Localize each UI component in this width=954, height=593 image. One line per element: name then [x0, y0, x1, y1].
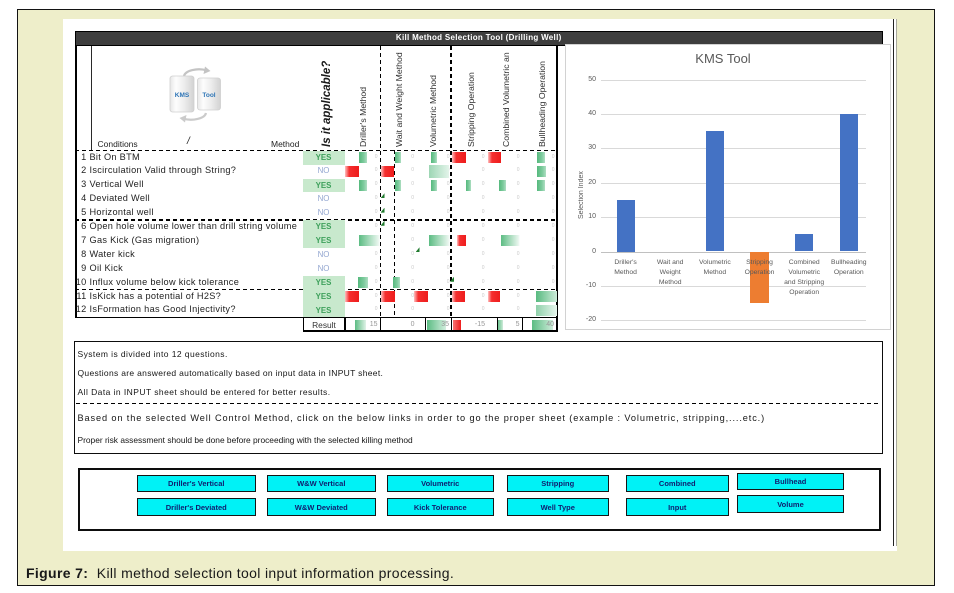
svg-text:Tool: Tool	[202, 92, 215, 99]
svg-text:KMS: KMS	[175, 92, 190, 99]
